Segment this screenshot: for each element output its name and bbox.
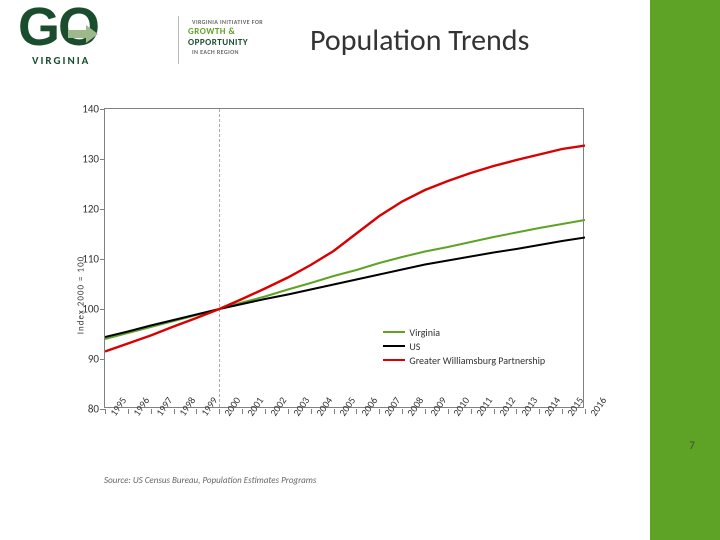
- x-tick-mark: [494, 409, 495, 414]
- legend-label: US: [409, 340, 420, 353]
- x-tick-mark: [448, 409, 449, 414]
- plot-area: VirginiaUSGreater Williamsburg Partnersh…: [104, 108, 584, 408]
- legend-item: Virginia: [383, 325, 545, 339]
- x-tick-mark: [265, 409, 266, 414]
- x-tick-mark: [151, 409, 152, 414]
- x-tick-mark: [379, 409, 380, 414]
- x-tick-mark: [174, 409, 175, 414]
- series-virginia: [105, 220, 585, 339]
- x-tick-mark: [585, 409, 586, 414]
- y-tick-label: 140: [82, 103, 99, 116]
- x-tick-mark: [219, 409, 220, 414]
- legend-item: Greater Williamsburg Partnership: [383, 353, 545, 367]
- logo-separator: [178, 16, 179, 64]
- x-tick-mark: [288, 409, 289, 414]
- x-tick-mark: [242, 409, 243, 414]
- y-tick-mark: [100, 359, 105, 360]
- x-tick-mark: [471, 409, 472, 414]
- x-tick-mark: [334, 409, 335, 414]
- y-tick-label: 120: [82, 203, 99, 216]
- x-tick-mark: [425, 409, 426, 414]
- x-tick-mark: [105, 409, 106, 414]
- logo-tag-low: OPPORTUNITY: [188, 37, 263, 48]
- x-tick-mark: [356, 409, 357, 414]
- y-tick-mark: [100, 209, 105, 210]
- bracket-right-icon: [704, 438, 712, 456]
- go-virginia-logo: GO VIRGINIA VIRGINIA INITIATIVE FOR GROW…: [18, 6, 278, 74]
- y-tick-mark: [100, 109, 105, 110]
- chart-source: Source: US Census Bureau, Population Est…: [104, 475, 316, 486]
- population-chart: Index 2000 = 100 VirginiaUSGreater Willi…: [60, 100, 620, 490]
- y-tick-label: 80: [88, 403, 99, 416]
- x-tick-label: 2016: [587, 394, 609, 418]
- x-tick-mark: [311, 409, 312, 414]
- y-tick-mark: [100, 159, 105, 160]
- logo-tagline: VIRGINIA INITIATIVE FOR GROWTH & OPPORTU…: [188, 18, 263, 56]
- y-tick-label: 100: [82, 303, 99, 316]
- logo-tag-top: VIRGINIA INITIATIVE FOR: [192, 18, 263, 26]
- x-tick-mark: [196, 409, 197, 414]
- legend-item: US: [383, 339, 545, 353]
- series-us: [105, 238, 585, 338]
- logo-tag-mid: GROWTH &: [188, 26, 263, 37]
- right-accent-bar: [650, 0, 720, 540]
- page-title: Population Trends: [310, 22, 529, 59]
- logo-virginia: VIRGINIA: [32, 54, 90, 67]
- legend: VirginiaUSGreater Williamsburg Partnersh…: [383, 325, 545, 367]
- x-tick-mark: [516, 409, 517, 414]
- legend-label: Greater Williamsburg Partnership: [409, 354, 545, 367]
- legend-swatch: [383, 331, 405, 333]
- logo-tag-sub: IN EACH REGION: [192, 48, 263, 56]
- slide: GO VIRGINIA VIRGINIA INITIATIVE FOR GROW…: [0, 0, 720, 540]
- legend-swatch: [383, 359, 405, 361]
- x-tick-mark: [402, 409, 403, 414]
- x-tick-mark: [562, 409, 563, 414]
- y-tick-mark: [100, 259, 105, 260]
- y-axis-label: Index 2000 = 100: [76, 256, 87, 334]
- x-tick-mark: [128, 409, 129, 414]
- y-tick-label: 130: [82, 153, 99, 166]
- y-tick-label: 90: [88, 353, 99, 366]
- y-tick-label: 110: [82, 253, 99, 266]
- y-tick-mark: [100, 309, 105, 310]
- page-number-badge: 7: [672, 438, 712, 456]
- x-tick-mark: [539, 409, 540, 414]
- legend-label: Virginia: [409, 326, 440, 339]
- legend-swatch: [383, 345, 405, 347]
